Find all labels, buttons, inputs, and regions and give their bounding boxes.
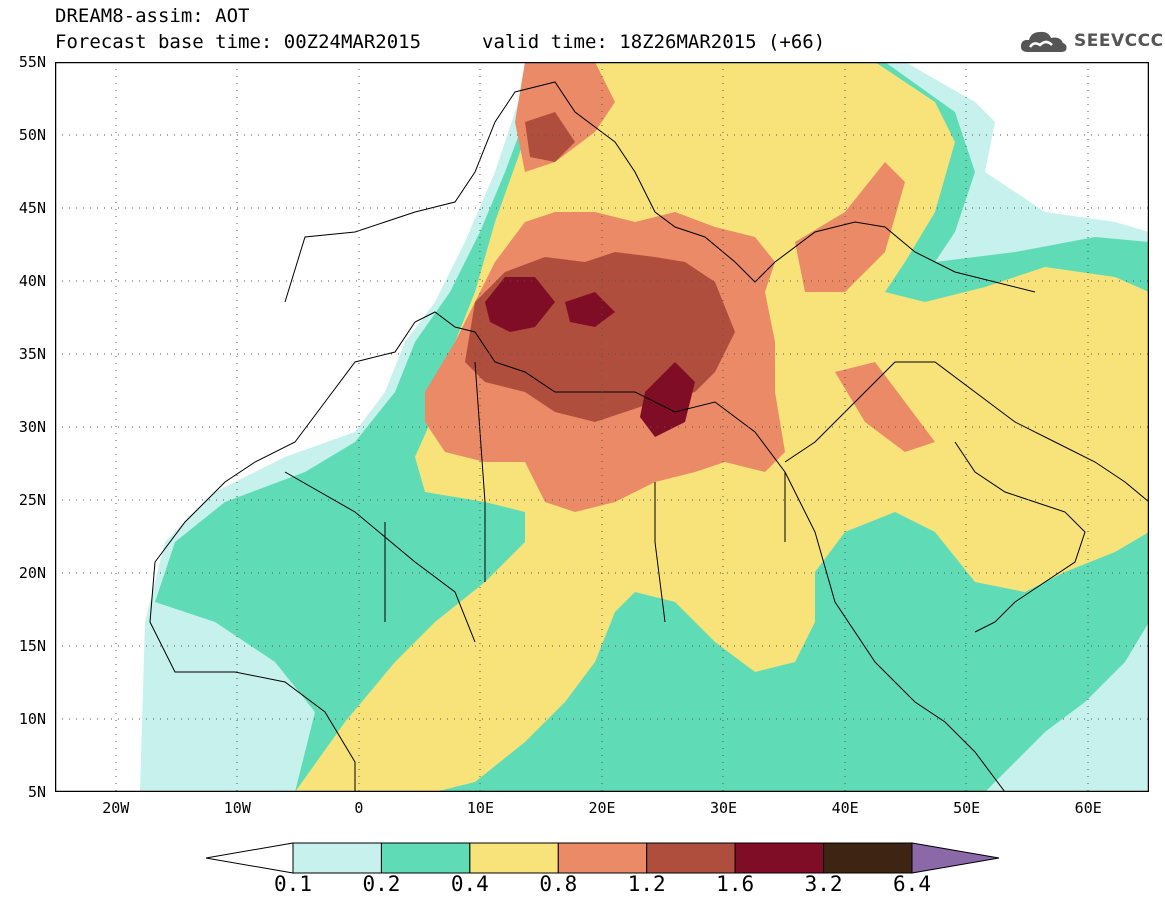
colorbar-cell [734, 842, 825, 874]
colorbar-tick-label: 0.1 [274, 872, 312, 896]
lat-label: 55N [18, 53, 46, 71]
colorbar-cell [205, 842, 294, 874]
forecast-base-time: Forecast base time: 00Z24MAR2015 [55, 31, 422, 53]
colorbar-tick-label: 1.6 [716, 872, 755, 896]
colorbar-cell [823, 842, 913, 874]
lon-label: 50E [953, 799, 981, 817]
colorbar [205, 842, 1000, 874]
colorbar-cell [646, 842, 736, 874]
colorbar-cell [469, 842, 559, 874]
aot-band-0-8c [795, 162, 905, 292]
lat-label: 10N [18, 710, 46, 728]
lat-label: 30N [18, 418, 46, 436]
seevccc-logo: SEEVCCC [1018, 26, 1164, 56]
coastline-arabia [784, 361, 1149, 503]
lon-label: 10E [466, 799, 494, 817]
lat-label: 50N [18, 126, 46, 144]
coastline-africa-west [149, 311, 1006, 792]
coastline-europe [284, 81, 1036, 303]
map-canvas [54, 61, 1150, 793]
colorbar-tick-label: 0.8 [539, 872, 578, 896]
colorbar-cell [557, 842, 648, 874]
lon-label: 30E [710, 799, 738, 817]
colorbar-cell [911, 842, 1000, 874]
lat-label: 45N [18, 199, 46, 217]
lat-label: 40N [18, 272, 46, 290]
lat-label: 25N [18, 491, 46, 509]
lat-label: 5N [27, 783, 46, 801]
colorbar-tick-label: 6.4 [893, 872, 931, 896]
colorbar-tick-label: 3.2 [804, 872, 843, 896]
colorbar-cell [292, 842, 382, 874]
colorbar-tick-label: 1.2 [627, 872, 666, 896]
valid-time: valid time: 18Z26MAR2015 (+66) [482, 31, 826, 53]
colorbar-tick-label: 0.2 [362, 872, 401, 896]
logo-text: SEEVCCC [1074, 31, 1164, 51]
aot-band-0-8d [835, 362, 935, 452]
lon-label: 20W [102, 799, 130, 817]
lat-label: 20N [18, 564, 46, 582]
graticule [55, 62, 1149, 792]
aot-band-1-6b [640, 362, 695, 437]
aot-band-1-6 [485, 277, 555, 332]
coastline-persian-gulf [954, 441, 1086, 633]
colorbar-cell [380, 842, 471, 874]
cloud-icon [1020, 31, 1067, 52]
lon-label: 60E [1074, 799, 1102, 817]
colorbar-tick-label: 0.4 [450, 872, 489, 896]
lon-label: 20E [588, 799, 616, 817]
lat-label: 15N [18, 637, 46, 655]
aot-map [54, 61, 1150, 793]
map-frame [54, 61, 1150, 793]
border-sahara [284, 361, 786, 643]
lon-label: 40E [831, 799, 859, 817]
lon-label: 10W [223, 799, 251, 817]
lat-label: 35N [18, 345, 46, 363]
model-title: DREAM8-assim: AOT [55, 5, 250, 27]
aot-band-1-2b [525, 112, 575, 162]
lon-label: 0 [354, 799, 364, 817]
